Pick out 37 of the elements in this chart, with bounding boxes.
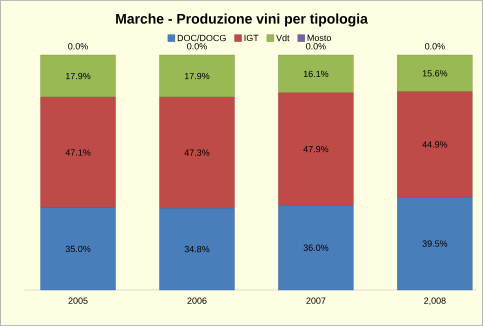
bar <box>40 208 116 290</box>
bar <box>159 208 235 290</box>
legend-label: Mosto <box>308 34 331 42</box>
data-label: 0.0% <box>306 43 326 50</box>
bar <box>159 96 235 208</box>
bar <box>397 91 473 198</box>
bar <box>40 54 116 98</box>
data-label: 47.9% <box>303 146 328 152</box>
data-label: 47.1% <box>66 149 90 156</box>
bar <box>397 54 473 92</box>
x-tick-label: 2005 <box>68 298 88 304</box>
x-tick-label: 2,008 <box>424 298 446 305</box>
data-label: 35.0% <box>66 246 90 252</box>
data-label: 0.0% <box>187 43 207 50</box>
chart-title: Marche - Produzione vini per tipologia <box>116 13 368 27</box>
bar <box>397 196 473 290</box>
legend-label: IGT <box>244 34 258 42</box>
data-label: 17.9% <box>66 72 90 80</box>
bar <box>40 96 116 208</box>
legend-label: DOC/DOCG <box>178 34 226 42</box>
data-label: 0.0% <box>68 43 88 50</box>
data-label: 0.0% <box>424 43 445 50</box>
x-tick-label: 2006 <box>187 298 207 304</box>
bar <box>278 54 354 94</box>
data-label: 17.9% <box>184 72 210 80</box>
bar <box>159 54 235 98</box>
data-label: 47.3% <box>184 149 210 156</box>
data-label: 44.9% <box>422 141 448 148</box>
data-label: 36.0% <box>304 244 328 251</box>
bar <box>278 205 354 290</box>
bar <box>278 92 354 206</box>
data-label: 15.6% <box>422 70 448 77</box>
data-label: 39.5% <box>422 240 448 247</box>
legend-label: Vdt <box>276 34 290 42</box>
data-label: 16.1% <box>304 70 328 78</box>
x-tick-label: 2007 <box>306 298 326 304</box>
data-label: 34.8% <box>184 246 210 252</box>
